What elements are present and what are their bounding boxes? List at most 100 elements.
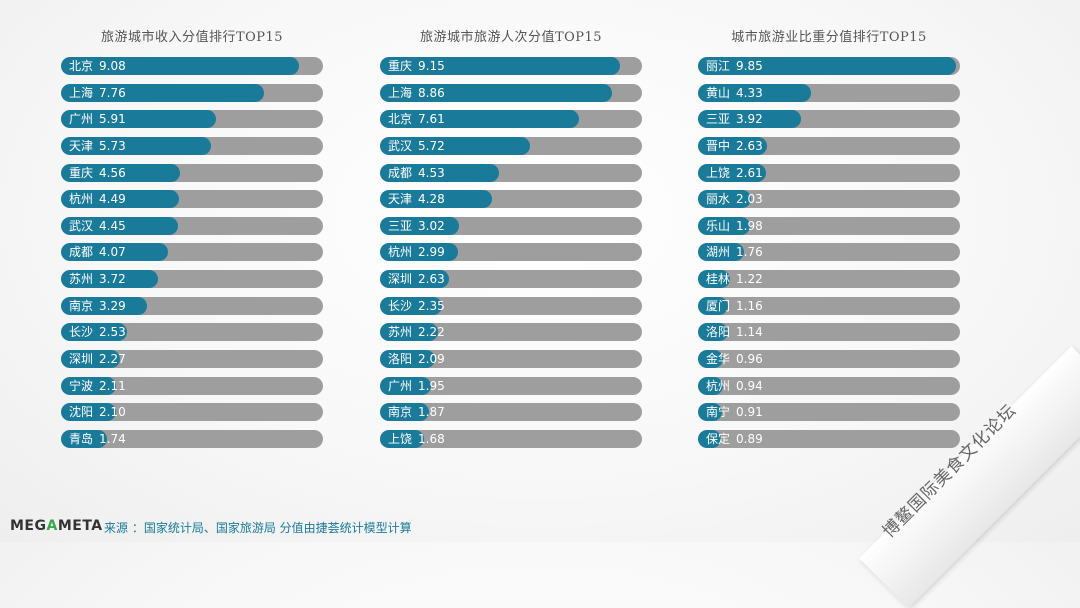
value-label: 1.76: [736, 245, 763, 260]
category-label: 厦门: [706, 298, 731, 313]
value-label: 1.22: [736, 272, 763, 286]
bar-label: 三亚 3.02: [388, 217, 445, 235]
value-label: 9.85: [736, 59, 763, 73]
bar-row: 保定 0.89: [698, 429, 960, 448]
category-label: 重庆: [388, 59, 413, 73]
bar-label: 深圳 2.27: [69, 350, 126, 368]
bar-label: 重庆 4.56: [69, 164, 126, 182]
bar: [61, 296, 148, 315]
bar-row: 金华 0.96: [698, 349, 960, 368]
bar: [61, 403, 117, 422]
value-label: 0.96: [736, 351, 763, 366]
bar-list: 北京 9.08 上海 7.76 广州 5.91 天津 5.73 重庆 4.56 杭州 4.49 武汉 4.…: [61, 57, 323, 456]
category-label: 南宁: [706, 405, 731, 420]
category-label: 广州: [388, 378, 413, 393]
bar: [698, 376, 723, 395]
value-label: 2.53: [99, 325, 126, 340]
category-label: 保定: [706, 431, 731, 446]
value-label: 2.35: [418, 298, 445, 313]
bar-label: 保定 0.89: [706, 430, 763, 448]
bar: [698, 403, 722, 422]
value-label: 1.98: [736, 218, 763, 233]
value-label: 1.74: [99, 431, 126, 446]
value-label: 9.15: [418, 59, 445, 73]
bar: [698, 296, 729, 315]
category-label: 深圳: [388, 272, 413, 286]
chart-visitors: 旅游城市旅游人次分值TOP15 重庆 9.15 上海 8.86 北京 7.61 武汉 5.72…: [380, 0, 642, 460]
bar-label: 宁波 2.11: [69, 377, 126, 395]
category-label: 天津: [388, 192, 413, 207]
bar-row: 桂林 1.22: [698, 270, 960, 288]
bar-label: 厦门 1.16: [706, 297, 763, 315]
bar-row: 北京 9.08: [61, 57, 323, 75]
category-label: 青岛: [69, 431, 94, 446]
bar: [380, 83, 613, 102]
bar-label: 深圳 2.63: [388, 270, 445, 288]
bar-label: 杭州 4.49: [69, 190, 126, 208]
bar: [61, 429, 107, 448]
bar-list: 重庆 9.15 上海 8.86 北京 7.61 武汉 5.72 成都 4.53 天津 4.28 三亚 3.…: [380, 57, 642, 456]
bar-row: 上海 7.76: [61, 83, 323, 102]
bar: [61, 83, 265, 102]
bar: [380, 57, 620, 75]
bar-label: 武汉 5.72: [388, 137, 445, 155]
bar: [61, 323, 128, 342]
bar-label: 重庆 9.15: [388, 57, 445, 75]
value-label: 4.53: [418, 165, 445, 180]
bar: [61, 349, 121, 368]
category-label: 沈阳: [69, 405, 94, 420]
bar: [698, 429, 722, 448]
category-label: 洛阳: [388, 351, 413, 366]
value-label: 5.72: [418, 138, 445, 153]
bar-label: 北京 9.08: [69, 57, 126, 75]
bar-row: 厦门 1.16: [698, 296, 960, 315]
category-label: 成都: [69, 245, 94, 260]
bar-row: 三亚 3.92: [698, 110, 960, 129]
bar-row: 长沙 2.35: [380, 296, 642, 315]
chart-title: 旅游城市收入分值排行TOP15: [100, 30, 284, 45]
value-label: 5.73: [99, 138, 126, 153]
bar-row: 深圳 2.63: [380, 270, 642, 288]
bar: [61, 163, 181, 182]
bar: [380, 323, 439, 342]
bar-label: 洛阳 2.09: [388, 350, 445, 368]
value-label: 2.11: [99, 378, 126, 393]
bar-label: 成都 4.07: [69, 243, 126, 261]
bar-label: 北京 7.61: [388, 110, 445, 128]
category-label: 丽江: [706, 59, 731, 73]
bar-label: 天津 5.73: [69, 137, 126, 155]
value-label: 2.27: [99, 351, 126, 366]
category-label: 三亚: [706, 112, 731, 127]
bar: [698, 190, 752, 209]
bar-label: 洛阳 1.14: [706, 323, 763, 341]
bar-label: 桂林 1.22: [706, 270, 763, 288]
bar-label: 天津 4.28: [388, 190, 445, 208]
bar-row: 南宁 0.91: [698, 403, 960, 422]
bar: [698, 163, 767, 182]
chart-tourism-share: 城市旅游业比重分值排行TOP15 丽江 9.85 黄山 4.33 三亚 3.92 晋中 2.6…: [698, 0, 960, 460]
category-label: 武汉: [388, 138, 413, 153]
category-label: 洛阳: [706, 325, 731, 340]
bar: [380, 243, 459, 262]
category-label: 晋中: [706, 138, 731, 153]
bar-row: 苏州 2.22: [380, 323, 642, 342]
bar-row: 黄山 4.33: [698, 83, 960, 102]
category-label: 上海: [69, 85, 94, 100]
value-label: 2.63: [418, 272, 445, 286]
category-label: 深圳: [69, 351, 94, 366]
value-label: 2.99: [418, 245, 445, 260]
bar: [380, 136, 530, 155]
bar-row: 丽水 2.03: [698, 190, 960, 209]
logo-part-left: MEG: [10, 518, 47, 534]
bar-row: 深圳 2.27: [61, 349, 323, 368]
value-label: 1.16: [736, 298, 763, 313]
category-label: 金华: [706, 351, 731, 366]
bar-row: 上饶 1.68: [380, 429, 642, 448]
value-label: 0.89: [736, 431, 763, 446]
logo-part-mid: A: [46, 518, 58, 534]
bar-row: 重庆 4.56: [61, 163, 323, 182]
bar-row: 湖州 1.76: [698, 243, 960, 262]
bar-label: 上饶 1.68: [388, 430, 445, 448]
value-label: 2.61: [736, 165, 763, 180]
logo-part-right: META: [57, 518, 103, 534]
